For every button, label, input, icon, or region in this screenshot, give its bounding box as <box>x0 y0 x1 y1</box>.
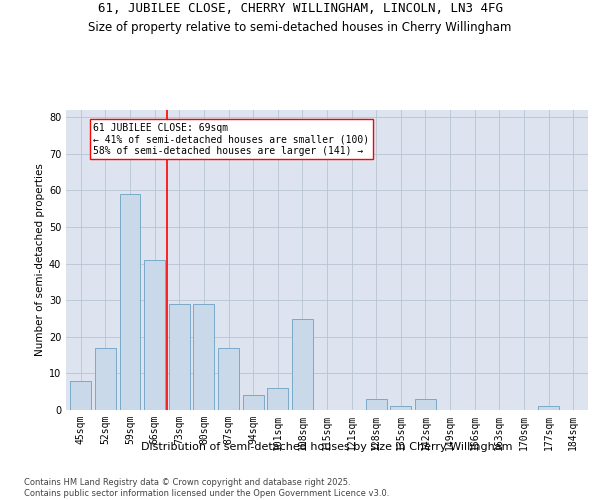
Bar <box>267 388 288 410</box>
Bar <box>169 304 190 410</box>
Text: 61, JUBILEE CLOSE, CHERRY WILLINGHAM, LINCOLN, LN3 4FG: 61, JUBILEE CLOSE, CHERRY WILLINGHAM, LI… <box>97 2 503 16</box>
Bar <box>70 380 91 410</box>
Bar <box>292 318 313 410</box>
Bar <box>366 399 387 410</box>
Bar <box>144 260 165 410</box>
Bar <box>95 348 116 410</box>
Text: Contains HM Land Registry data © Crown copyright and database right 2025.
Contai: Contains HM Land Registry data © Crown c… <box>24 478 389 498</box>
Text: Distribution of semi-detached houses by size in Cherry Willingham: Distribution of semi-detached houses by … <box>141 442 513 452</box>
Bar <box>218 348 239 410</box>
Bar <box>415 399 436 410</box>
Bar <box>193 304 214 410</box>
Text: Size of property relative to semi-detached houses in Cherry Willingham: Size of property relative to semi-detach… <box>88 21 512 34</box>
Bar <box>119 194 140 410</box>
Text: 61 JUBILEE CLOSE: 69sqm
← 41% of semi-detached houses are smaller (100)
58% of s: 61 JUBILEE CLOSE: 69sqm ← 41% of semi-de… <box>93 123 369 156</box>
Bar <box>242 396 263 410</box>
Bar <box>391 406 412 410</box>
Y-axis label: Number of semi-detached properties: Number of semi-detached properties <box>35 164 44 356</box>
Bar <box>538 406 559 410</box>
